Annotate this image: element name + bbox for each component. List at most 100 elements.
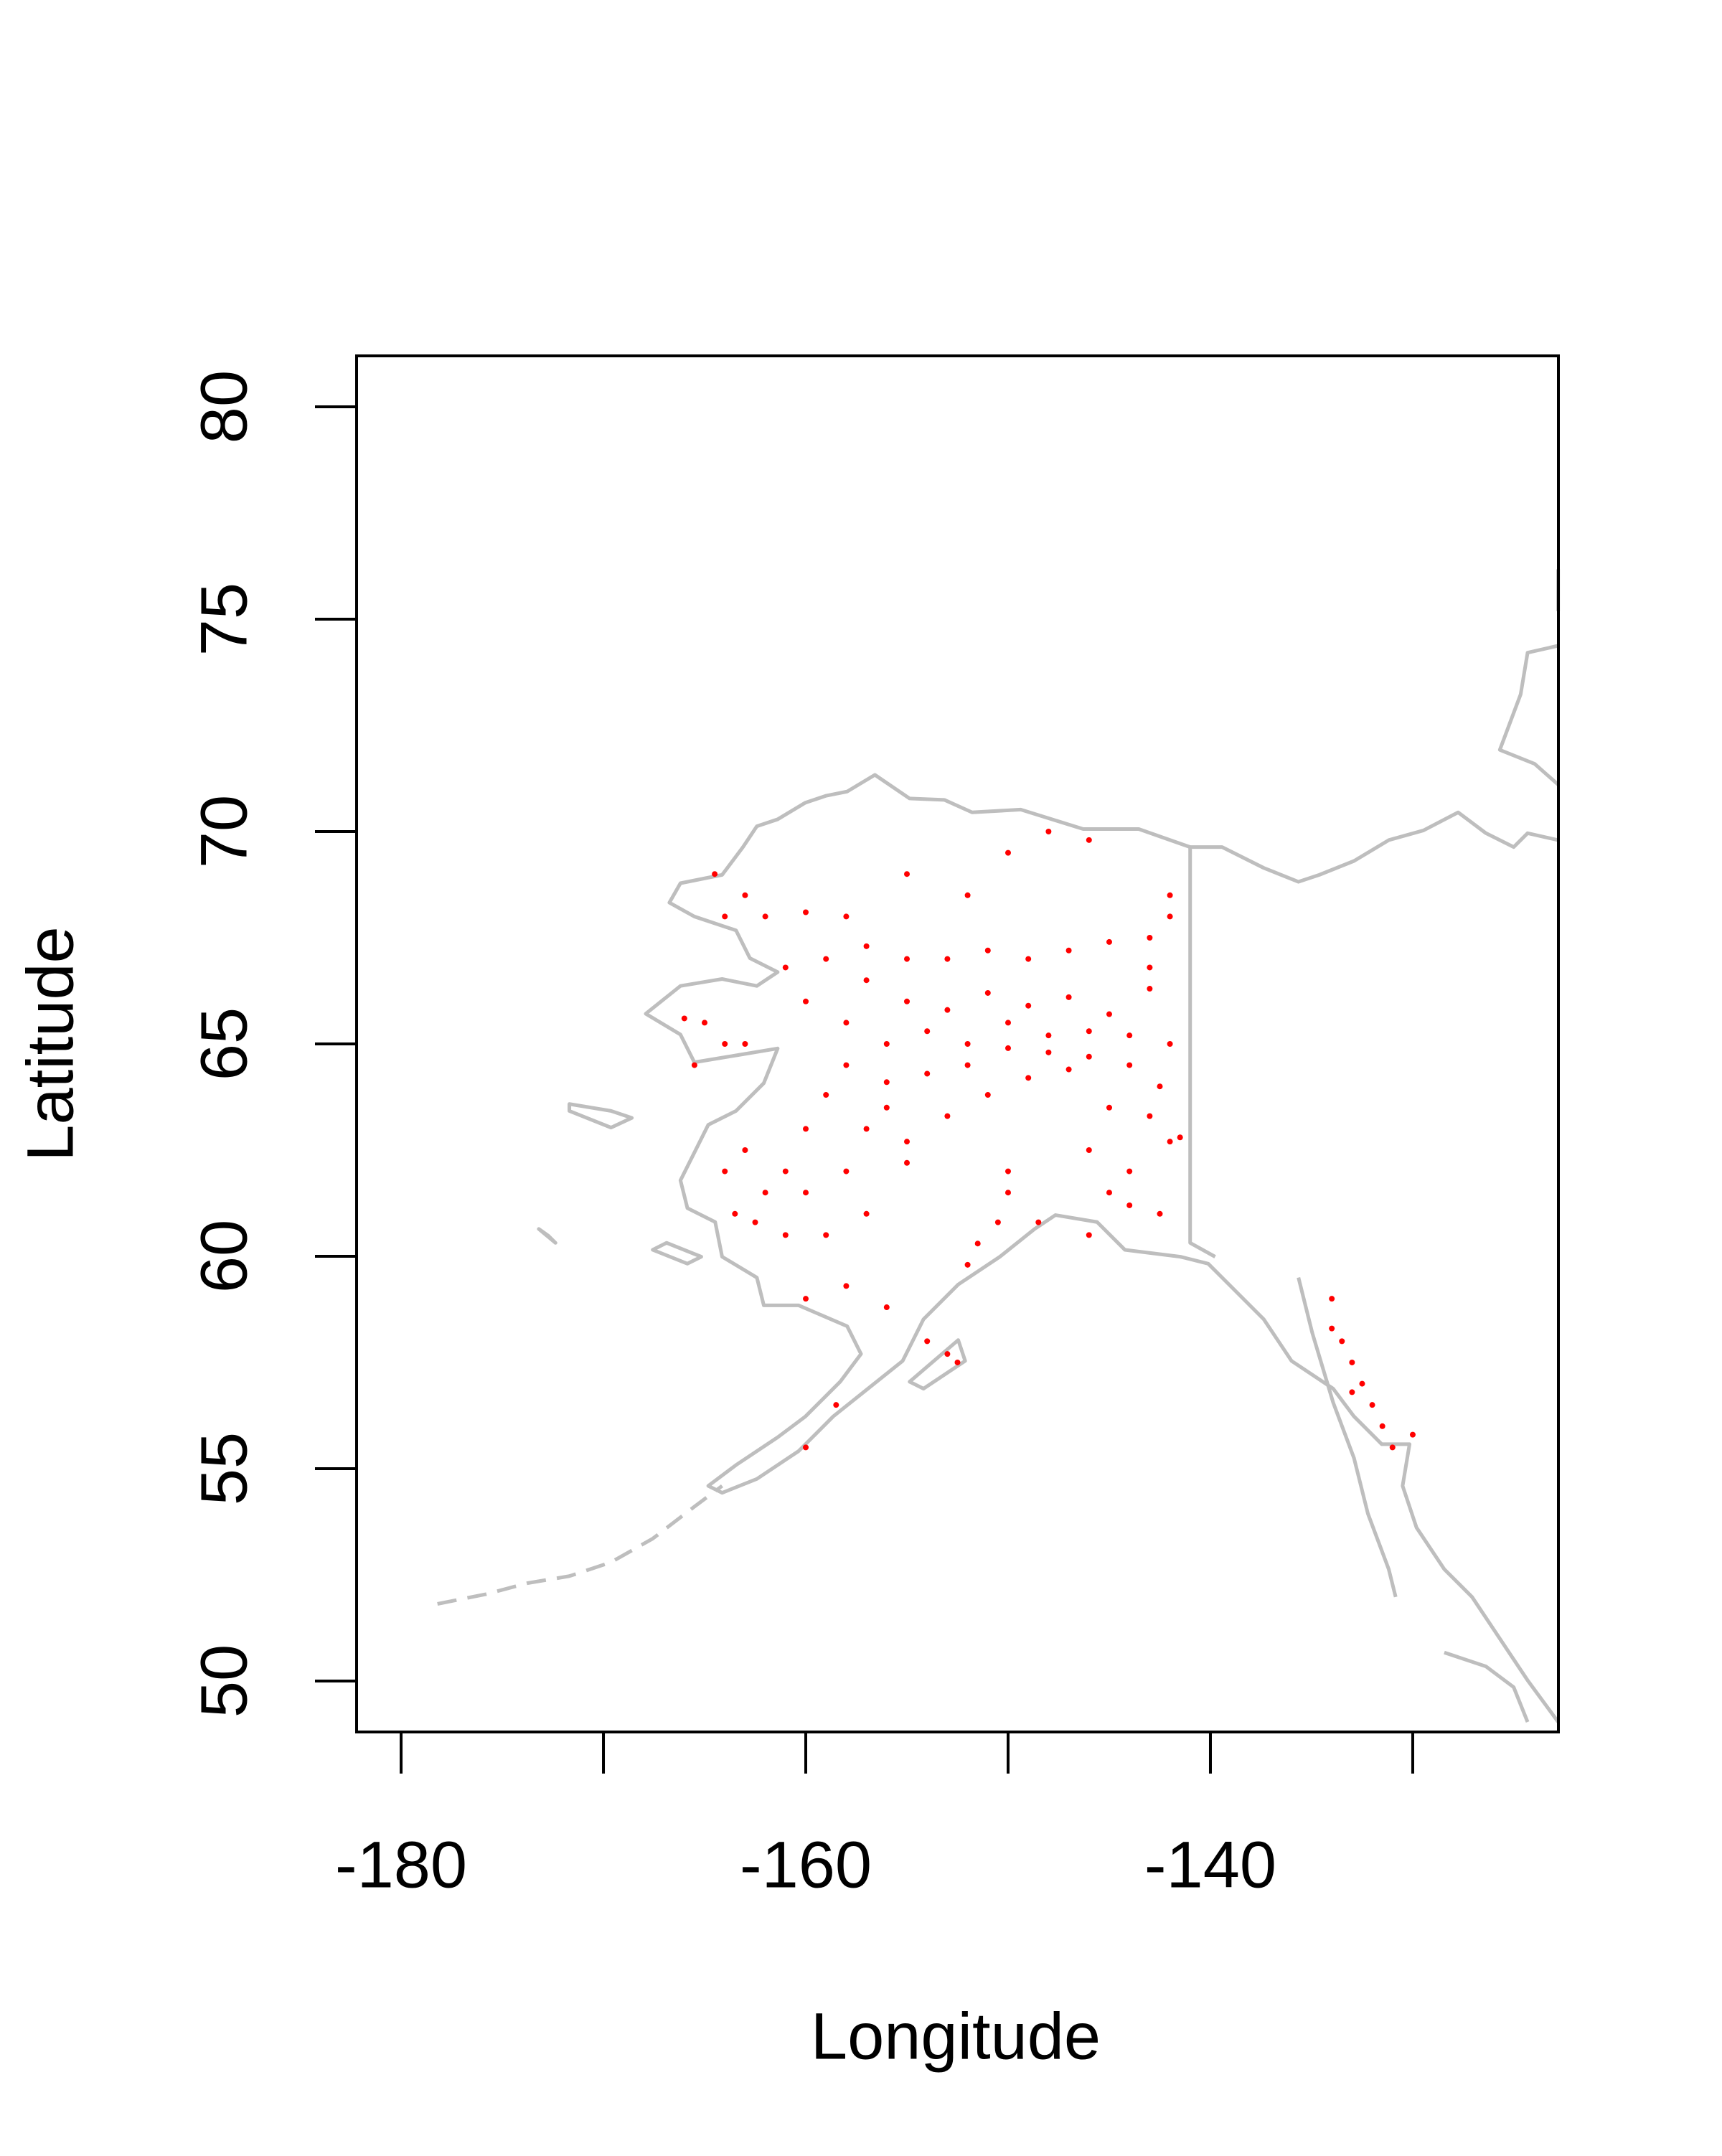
point [954,1359,961,1365]
point [904,956,911,962]
point [1035,1219,1042,1225]
point [823,1092,829,1098]
aleutians [437,1484,723,1606]
arctic-island [1497,644,1560,786]
point [843,1062,850,1068]
point [843,1168,850,1174]
point [823,956,829,962]
point [1379,1423,1385,1429]
x-tick-label: -160 [740,1828,872,1901]
point [1086,1053,1092,1060]
point [904,1139,911,1145]
point [1045,1032,1052,1039]
points [681,829,1416,1451]
point [1004,1190,1011,1196]
x-tick-label: -140 [1144,1828,1276,1901]
point [742,1147,748,1153]
point [1339,1338,1345,1345]
point [1167,1139,1173,1145]
island [651,1241,703,1266]
y-axis-title: Latitude [14,926,87,1161]
southeast-islands [1444,1650,1530,1723]
point [863,977,870,984]
point [1004,1168,1011,1174]
point [1126,1168,1133,1174]
point [964,892,971,898]
point [1147,935,1153,941]
point [1147,964,1153,971]
point [722,913,728,920]
point [984,1092,991,1098]
point [843,1020,850,1026]
point [1086,1028,1092,1035]
x-tick-label: -180 [335,1828,467,1901]
point [1126,1032,1133,1039]
point [803,909,809,915]
point [1004,849,1011,856]
point [803,1296,809,1302]
point [924,1338,931,1345]
point [1086,1147,1092,1153]
point [752,1219,758,1225]
point [1025,956,1032,962]
point [944,1351,951,1357]
point [994,1219,1001,1225]
point [823,1232,829,1238]
point [964,1062,971,1068]
point [924,1070,931,1077]
point [1177,1134,1183,1141]
point [691,1062,697,1068]
point [863,943,870,949]
point [803,998,809,1004]
point [762,1190,768,1196]
point [924,1028,931,1035]
point [1389,1444,1396,1451]
island [908,1338,967,1391]
point [782,964,789,971]
point [712,871,718,877]
point [732,1210,738,1217]
point [984,947,991,954]
point [883,1104,890,1111]
point [1167,1041,1173,1047]
point [863,1210,870,1217]
point [782,1168,789,1174]
point [702,1020,708,1026]
point [1106,1104,1112,1111]
point [1157,1210,1163,1217]
point [843,1283,850,1289]
point [1126,1062,1133,1068]
point [1359,1380,1365,1387]
point [1086,837,1092,843]
point [1106,938,1112,945]
point [863,1126,870,1132]
point [1086,1232,1092,1238]
point [762,913,768,920]
point [964,1041,971,1047]
point [883,1079,890,1086]
y-tick-label: 80 [187,370,260,443]
point [1065,947,1072,954]
y-tick-label: 75 [187,583,260,656]
point [722,1041,728,1047]
point [964,1261,971,1268]
point [1369,1402,1375,1408]
point [843,913,850,920]
island [537,1227,557,1245]
island [568,1102,634,1130]
point [742,1041,748,1047]
y-tick-label: 55 [187,1432,260,1505]
point [1147,986,1153,992]
point [803,1444,809,1451]
point [904,1159,911,1166]
canada-coast [1190,810,1559,884]
point [1329,1325,1335,1332]
southeast-islands [1297,1277,1398,1598]
point [742,892,748,898]
point [904,998,911,1004]
y-tick-label: 70 [187,795,260,868]
point [1147,1113,1153,1119]
point [1025,1075,1032,1081]
y-tick-label: 65 [187,1007,260,1081]
